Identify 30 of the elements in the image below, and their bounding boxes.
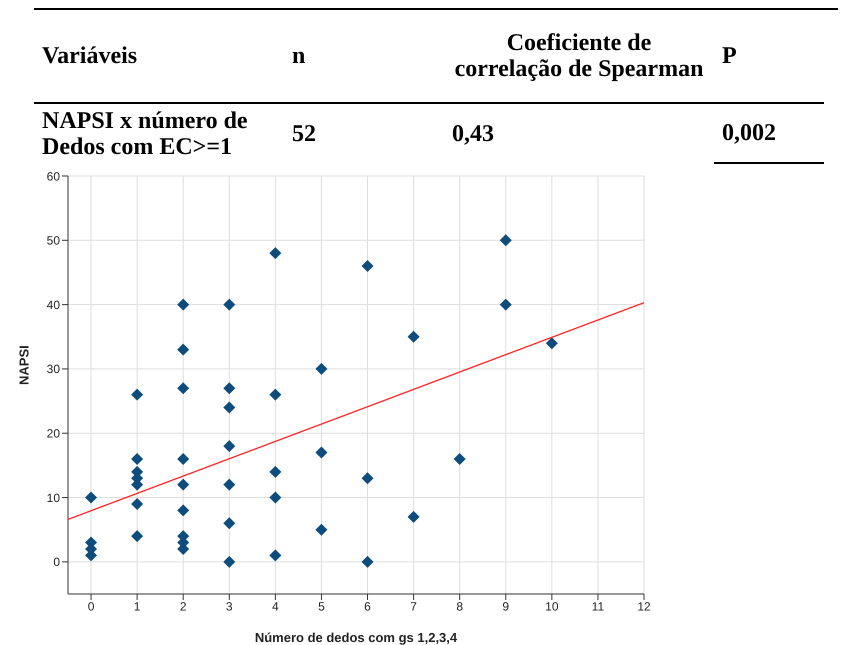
x-tick-label: 7 [410, 600, 418, 614]
x-tick-label: 4 [272, 600, 280, 614]
y-tick-label: 10 [46, 490, 60, 505]
text: Variáveis [41, 42, 138, 71]
y-tick-label: 30 [46, 362, 60, 376]
x-tick-label: 2 [180, 600, 187, 614]
y-tick-label: 20 [46, 426, 60, 440]
x-tick-label: 5 [318, 600, 326, 614]
y-axis-title: NAPSI [16, 345, 32, 385]
x-tick-label: 3 [226, 600, 233, 614]
text: Coeficiente de correlação de Spearman [444, 10, 714, 102]
text: P [721, 42, 738, 71]
x-tick-label: 10 [545, 600, 559, 614]
text: NAPSI x número de Dedos com EC>=1 [41, 107, 249, 162]
y-tick-label: 50 [46, 234, 60, 248]
x-tick-label: 1 [134, 600, 141, 614]
y-tick-label: 0 [53, 555, 60, 570]
x-tick-label: 12 [637, 600, 651, 614]
y-tick-label: 60 [46, 169, 60, 184]
y-tick-label: 40 [46, 298, 60, 312]
x-tick-label: 9 [502, 600, 510, 614]
text: 52 [291, 120, 317, 149]
x-tick-label: 11 [592, 600, 604, 614]
x-tick-label: 6 [364, 600, 372, 614]
x-tick-label: 0 [88, 600, 95, 614]
x-tick-label: 8 [456, 600, 464, 614]
text: 0,43 [451, 120, 495, 149]
text: n [291, 42, 306, 71]
x-axis-title: Número de dedos com gs 1,2,3,4 [254, 630, 458, 645]
text: 0,002 [721, 119, 777, 148]
